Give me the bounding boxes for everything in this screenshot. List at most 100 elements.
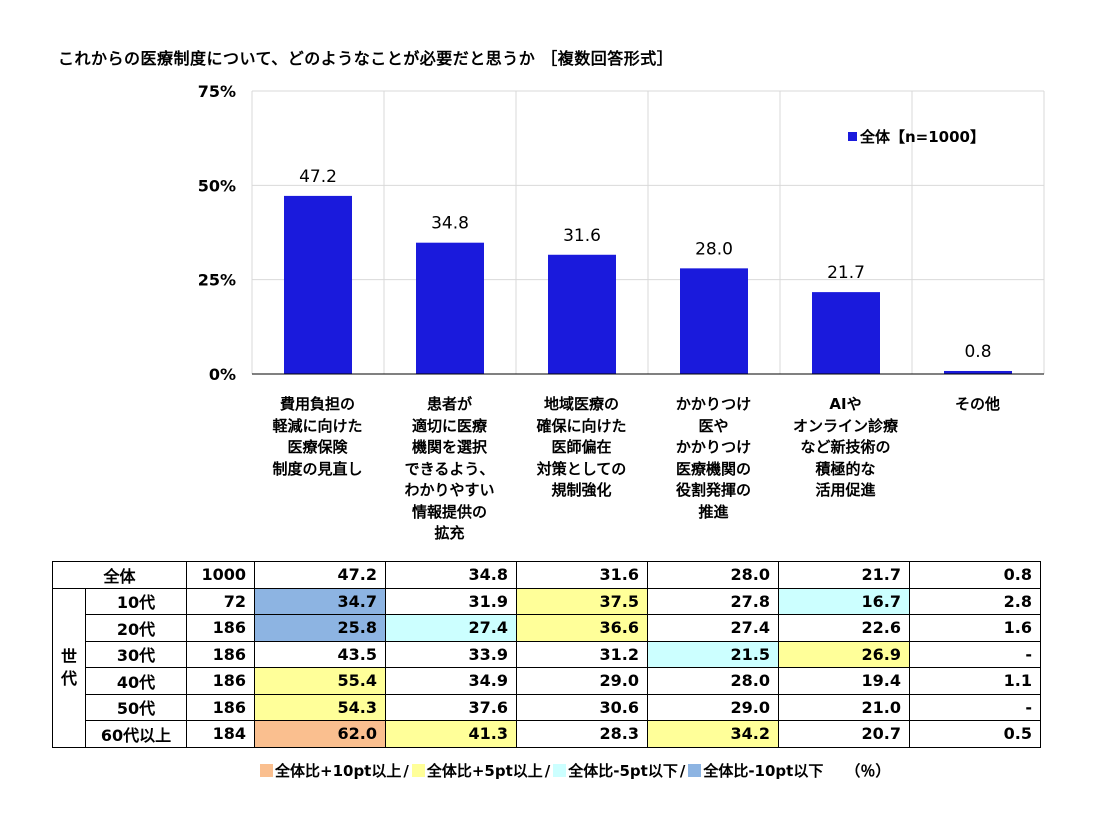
legend-swatch [848, 132, 857, 141]
sample-size: 186 [186, 667, 255, 695]
category-label-line: 医や [698, 416, 729, 435]
table-cell: 43.5 [254, 640, 386, 668]
sample-size: 184 [186, 720, 255, 748]
group-label: 世代 [52, 587, 86, 748]
legend-swatch [688, 764, 702, 777]
category-label: 患者が 適切に医療 機関を選択 できるよう、 わかりやすい 情報提供の 拡充 [384, 394, 515, 545]
category-label-line: 医療機関の [675, 459, 751, 478]
category-label-line: その他 [954, 395, 1000, 413]
table-cell: 26.9 [778, 640, 910, 668]
table-row: 50代 186 54.3 37.6 30.6 29.0 21.0- [53, 693, 1041, 721]
row-label: 60代以上 [85, 720, 187, 748]
bar-value-label: 21.7 [827, 263, 865, 283]
y-tick-label: 25% [198, 271, 236, 290]
unit-label: （％） [845, 762, 891, 780]
table-cell: 34.2 [647, 720, 779, 748]
legend-swatch [411, 764, 425, 777]
row-label: 30代 [85, 640, 187, 668]
legend-label: 全体【n=1000】 [859, 128, 985, 146]
category-label-line: 機関を選択 [411, 438, 487, 456]
category-label-line: など新技術の [800, 438, 891, 456]
table-cell: 29.0 [516, 667, 648, 695]
sample-size: 186 [186, 693, 255, 721]
row-label: 20代 [85, 614, 187, 642]
category-label: その他 [912, 394, 1043, 416]
table-row: 全体 1000 47.2 34.8 31.6 28.0 21.7 0.8 [52, 561, 1041, 589]
category-label-line: 情報提供の [411, 502, 487, 521]
table-cell: 54.3 [254, 693, 386, 721]
category-label-line: 適切に医療 [411, 416, 487, 435]
table-cell: - [909, 640, 1041, 668]
legend-separator: / [403, 761, 409, 780]
row-label: 10代 [85, 587, 187, 615]
table-cell: 37.6 [385, 693, 517, 721]
y-tick-label: 0% [209, 365, 236, 384]
legend-swatch [553, 764, 567, 777]
legend-label: 全体比-10pt以下 [703, 762, 824, 780]
table-cell: 1.6 [909, 614, 1041, 642]
table-cell: 31.9 [385, 587, 517, 615]
category-label-line: AIや [829, 395, 862, 413]
table-cell: 34.9 [385, 667, 517, 695]
chart-title: これからの医療制度について、どのようなことが必要だと思うか ［複数回答形式］ [58, 49, 674, 68]
table-cell: 2.8 [909, 587, 1041, 615]
bar [416, 242, 484, 374]
legend-separator: / [544, 761, 551, 780]
table-row: 40代 186 55.4 34.9 29.0 28.0 19.4 1.1 [53, 667, 1041, 695]
category-label-line: 制度の見直し [272, 459, 363, 478]
table-cell: 36.6 [516, 614, 648, 642]
bar [680, 268, 748, 374]
category-label-line: 軽減に向けた [272, 416, 363, 435]
table-cell: 16.7 [778, 587, 910, 615]
legend-label: 全体比-5pt以下 [568, 762, 678, 780]
table-cell: 41.3 [385, 720, 517, 748]
table-cell: 21.0 [778, 693, 910, 721]
category-label-line: 確保に向けた [536, 416, 627, 435]
table-cell: 37.5 [516, 587, 648, 615]
table-row: 30代 186 43.5 33.9 31.2 21.5 26.9- [53, 640, 1041, 668]
legend-separator: / [679, 761, 686, 780]
bar [944, 370, 1012, 374]
category-label-line: 拡充 [434, 524, 465, 542]
sample-size: 72 [186, 587, 255, 615]
table-cell: 0.8 [909, 561, 1041, 589]
table-cell: 28.0 [647, 667, 779, 695]
sample-size: 1000 [186, 561, 255, 589]
category-label-line: 活用促進 [815, 481, 876, 499]
bar-value-label: 31.6 [563, 226, 601, 246]
table-cell: 28.0 [647, 561, 779, 589]
table-row: 60代以上 184 62.0 41.3 28.3 34.2 20.7 0.5 [53, 720, 1041, 748]
y-tick-label: 75% [198, 82, 236, 101]
table-cell: 1.1 [909, 667, 1041, 695]
category-label: かかりつけ 医や かかりつけ 医療機関の 役割発揮の 推進 [648, 394, 779, 523]
category-label: 地域医療の 確保に向けた 医師偏在 対策としての 規制強化 [516, 394, 647, 502]
category-label-line: オンライン診療 [792, 416, 898, 435]
category-label: 費用負担の軽減に向けた 医療保険制度の見直し [252, 394, 383, 480]
category-label-line: 費用負担の [279, 395, 355, 413]
table-cell: - [909, 693, 1041, 721]
category-label-line: 対策としての [536, 459, 627, 478]
table-cell: 55.4 [254, 667, 386, 695]
category-label-line: 規制強化 [551, 481, 612, 499]
bar [812, 292, 880, 374]
y-tick-label: 50% [198, 176, 236, 195]
sample-size: 186 [186, 614, 255, 642]
row-label: 40代 [85, 667, 187, 695]
bar-value-label: 28.0 [695, 239, 733, 259]
table-cell: 34.7 [254, 587, 386, 615]
category-label-line: かかりつけ [675, 395, 752, 413]
row-label: 50代 [85, 693, 187, 721]
category-label-line: かかりつけ [675, 438, 752, 456]
table-cell: 22.6 [778, 614, 910, 642]
table-cell: 0.5 [909, 720, 1041, 748]
category-label-line: わかりやすい [404, 481, 495, 499]
category-label-line: 医療保険 [287, 438, 348, 456]
table-cell: 28.3 [516, 720, 648, 748]
table-row: 世代 10代 72 34.7 31.9 37.5 27.8 16.7 2.8 [52, 587, 1041, 748]
category-label-line: 地域医療の [543, 395, 619, 413]
table-cell: 25.8 [254, 614, 386, 642]
sample-size: 186 [186, 640, 255, 668]
table-cell: 21.7 [778, 561, 910, 589]
table-cell: 31.2 [516, 640, 648, 668]
table-cell: 31.6 [516, 561, 648, 589]
